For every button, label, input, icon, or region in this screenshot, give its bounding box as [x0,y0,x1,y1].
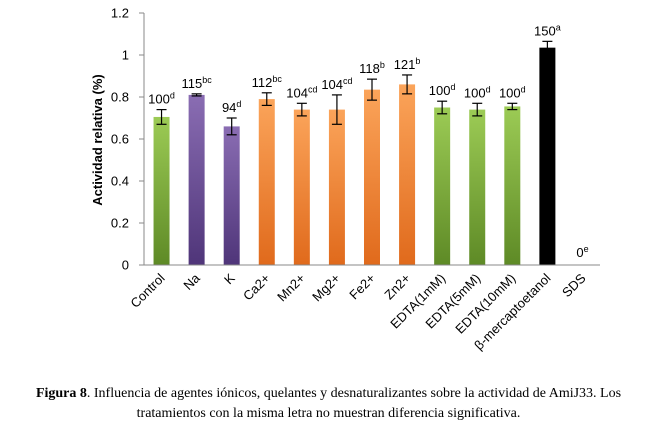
x-tick-label: SDS [559,270,589,300]
data-label-value: 112 [252,75,273,90]
data-label-letter: d [236,99,241,109]
y-tick-label: 0.6 [111,132,129,147]
data-label-letter: b [415,56,420,66]
data-label: 100d [499,84,526,100]
data-label-value: 100 [429,83,451,98]
bar-11 [539,47,556,266]
bar-9 [469,109,486,265]
bars [153,40,556,266]
data-label-letter: d [486,84,491,94]
data-label-value: 118 [359,61,380,76]
y-tick-label: 1.2 [111,6,129,21]
data-label: 104cd [321,76,352,92]
data-label-letter: b [380,60,385,70]
caption-label: Figura 8 [35,386,87,401]
bar-7 [399,84,416,266]
x-tick-label: Mn2+ [274,271,308,305]
caption-line-2: tratamientos con la misma letra no muest… [136,406,521,421]
y-tick-label: 0.4 [111,174,129,189]
data-label: 100d [148,91,175,107]
data-label: 94d [222,99,241,115]
x-tick-label: Fe2+ [346,271,378,303]
y-axis: 0 0.2 0.4 0.6 0.8 1 1.2 [111,6,145,273]
data-label-letter: d [521,84,526,94]
data-label: 118b [359,60,385,76]
x-tick-label: Ca2+ [240,271,273,304]
data-label: 100d [429,82,456,98]
caption-line-1: Figura 8. Influencia de agentes iónicos,… [0,384,657,404]
data-label-value: 94 [222,100,236,115]
data-label: 0e [576,244,588,260]
data-label-value: 104 [286,85,308,100]
data-label: 121b [394,56,421,72]
y-tick-label: 1 [122,48,129,63]
bar-5 [328,109,345,265]
data-label-value: 100 [464,85,486,100]
data-label: 115bc [181,75,212,91]
data-label-letter: cd [308,84,318,94]
data-label-value: 100 [499,85,521,100]
figure-caption: Figura 8. Influencia de agentes iónicos,… [0,384,657,424]
data-label-value: 115 [181,76,202,91]
bar-4 [293,109,310,265]
data-label: 150a [534,22,561,38]
data-label-letter: d [450,82,455,92]
x-tick-label: K [221,270,238,287]
data-label-letter: bc [202,75,212,85]
data-label-letter: e [584,244,589,254]
data-label: 112bc [252,74,283,90]
y-axis-title: Actividad relativa (%) [90,74,105,206]
x-tick-label: Na [180,270,203,293]
caption-text-1: . Influencia de agentes iónicos, quelant… [86,386,622,401]
data-label-value: 0 [576,245,583,260]
y-tick-label: 0.2 [111,216,129,231]
data-label: 104cd [286,84,317,100]
bar-10 [504,106,521,265]
y-tick-label: 0.8 [111,90,129,105]
x-tick-label: Mg2+ [309,271,343,305]
x-tick-label: Zn2+ [381,271,413,303]
bar-1 [188,94,205,266]
x-tick-label: Control [127,270,167,310]
data-label-letter: a [556,22,561,32]
data-label-value: 121 [394,57,416,72]
bar-2 [223,126,240,266]
bar-8 [434,107,451,265]
y-tick-label: 0 [122,258,129,273]
bar-3 [258,99,275,265]
x-axis: Control Na K Ca2+ Mn2+ Mg2+ Fe2+ Zn2+EDTA(1mM)E… [127,264,600,353]
data-label-letter: cd [343,76,353,86]
bar-0 [153,116,170,265]
bar-chart: 00.20.40.60.811.2 100d115bc94d112bc104cd… [90,6,600,353]
data-label-value: 100 [148,92,170,107]
data-label-letter: d [170,91,175,101]
data-label-letter: bc [272,74,282,84]
data-label: 100d [464,84,491,100]
data-label-value: 150 [534,23,556,38]
data-label-value: 104 [321,77,343,92]
bar-6 [364,89,380,266]
